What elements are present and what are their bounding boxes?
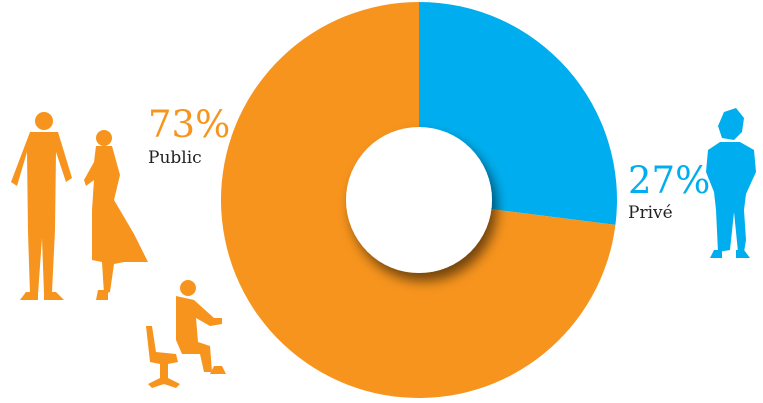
public-percent-label: 73% <box>148 103 230 146</box>
public-category-label: Public <box>148 148 202 168</box>
person-seated-silhouette-icon <box>146 280 226 388</box>
prive-percent-label: 27% <box>628 159 710 202</box>
person-hands-on-hips-silhouette-icon <box>706 108 756 258</box>
donut-hole <box>346 127 492 273</box>
people-standing-silhouette-icon <box>11 112 148 300</box>
prive-category-label: Privé <box>628 203 673 223</box>
